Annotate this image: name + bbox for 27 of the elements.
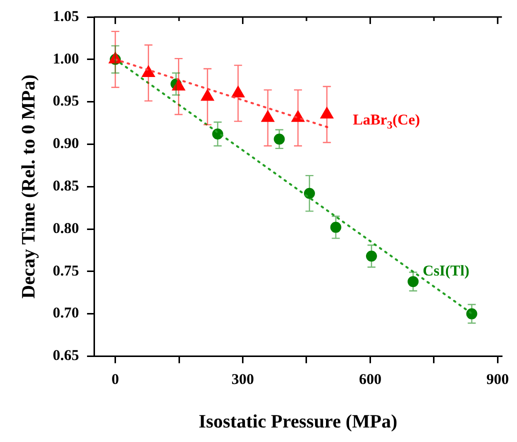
point (232, 86, 245, 98)
x-tick-label: 0 (112, 372, 120, 388)
x-tick-label: 900 (486, 372, 509, 388)
point (320, 107, 334, 119)
x-tick-label: 300 (232, 372, 254, 388)
point (200, 89, 214, 101)
point (330, 222, 342, 233)
x-tick-label: 600 (358, 372, 382, 388)
point (304, 188, 315, 199)
point (274, 134, 285, 145)
y-tick-label: 0.65 (52, 348, 80, 364)
point (261, 110, 274, 122)
point (366, 250, 377, 262)
y-tick-label: 1.00 (52, 51, 80, 68)
x-axis-title: Isostatic Pressure (MPa) (198, 412, 398, 433)
y-tick-label: 0.70 (52, 306, 80, 322)
y-tick-label: 0.75 (52, 263, 80, 280)
y-tick-label: 1.05 (52, 8, 80, 25)
point (466, 308, 478, 320)
y-tick-label: 0.95 (52, 94, 80, 110)
y-tick-label: 0.90 (52, 136, 80, 152)
point (142, 65, 155, 77)
series-label: CsI(Tl) (422, 264, 470, 280)
point (408, 276, 419, 288)
y-tick-label: 0.80 (52, 220, 80, 237)
y-tick-label: 0.85 (52, 178, 80, 194)
y-axis-title: Decay Time (Rel. to 0 MPa) (18, 74, 40, 299)
